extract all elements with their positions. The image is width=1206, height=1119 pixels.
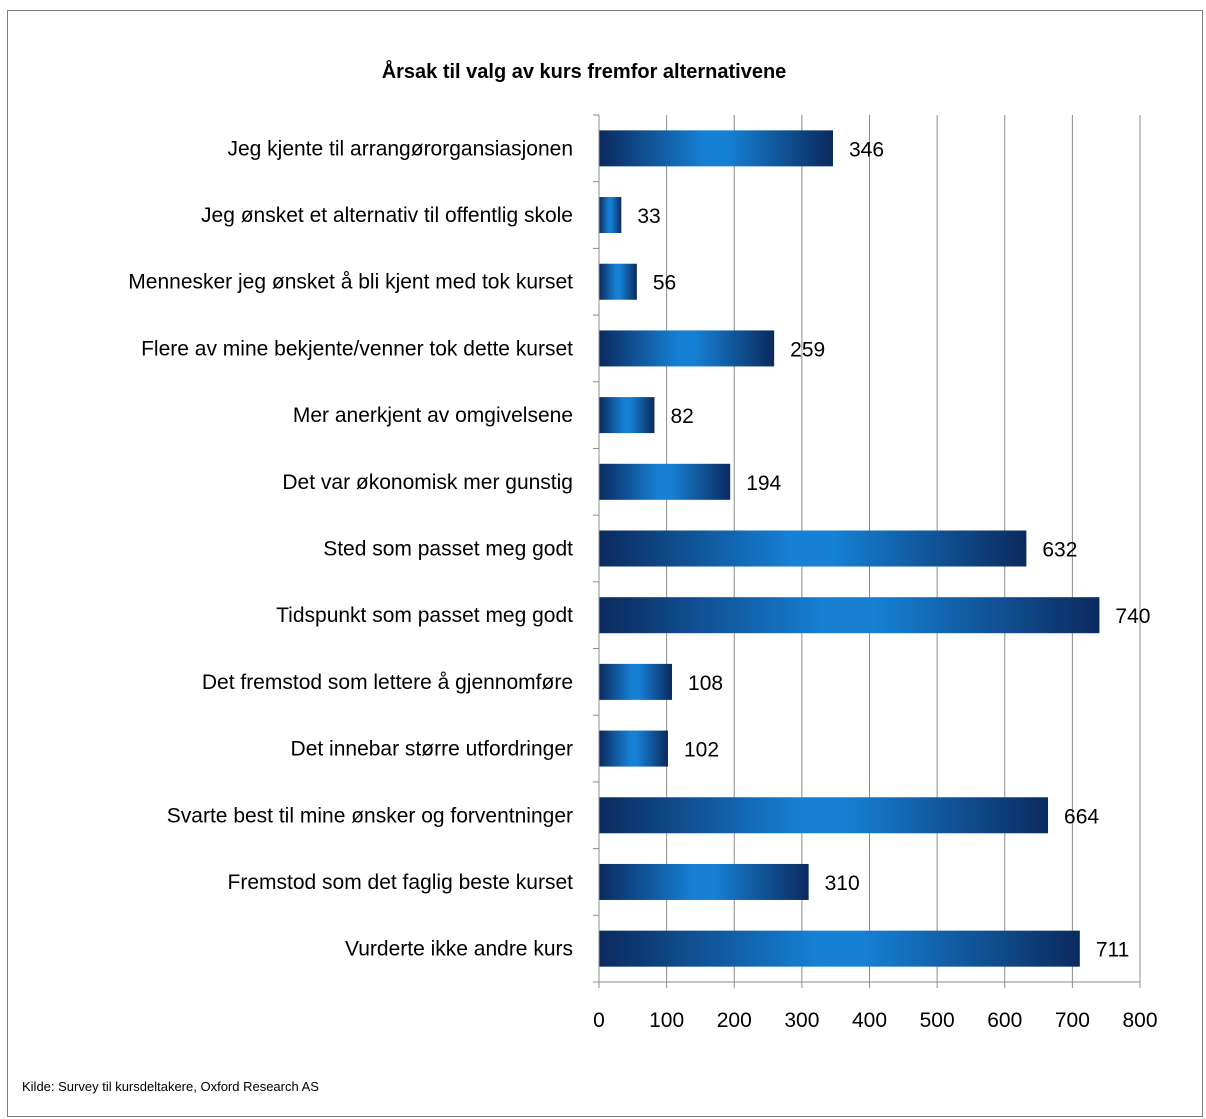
bar	[599, 263, 637, 300]
category-label: Fremstod som det faglig beste kurset	[228, 871, 574, 894]
x-tick-label: 800	[1122, 1009, 1157, 1032]
axes	[593, 114, 1141, 988]
bar	[599, 197, 622, 234]
labels: 0 100 200 300 400 500 600 700 800 Jeg kjente til …	[128, 137, 1157, 1032]
bars	[599, 130, 1100, 967]
category-label: Sted som passet meg godt	[323, 538, 573, 561]
category-label: Det var økonomisk mer gunstig	[282, 471, 573, 494]
category-label: Jeg kjente til arrangørorgansiasjonen	[227, 137, 573, 160]
data-label: 310	[825, 872, 860, 895]
data-label: 108	[688, 672, 723, 695]
data-label: 740	[1115, 605, 1150, 628]
category-label: Tidspunkt som passet meg godt	[276, 604, 573, 627]
chart-title: Årsak til valg av kurs fremfor alternati…	[382, 59, 787, 83]
data-label: 664	[1064, 805, 1099, 828]
data-label: 82	[670, 405, 693, 428]
x-tick-label: 600	[987, 1009, 1022, 1032]
x-tick-label: 0	[593, 1009, 605, 1032]
bar	[599, 397, 655, 434]
category-label: Det fremstod som lettere å gjennomføre	[202, 671, 573, 694]
data-label: 194	[746, 472, 781, 495]
x-tick-label: 200	[717, 1009, 752, 1032]
data-label: 33	[637, 205, 660, 228]
source-note: Kilde: Survey til kursdeltakere, Oxford …	[22, 1079, 319, 1094]
data-label: 259	[790, 338, 825, 361]
bar	[599, 663, 673, 700]
x-tick-label: 100	[649, 1009, 684, 1032]
bar	[599, 330, 775, 367]
bar	[599, 463, 731, 500]
category-label: Svarte best til mine ønsker og forventni…	[167, 804, 573, 827]
data-label: 346	[849, 138, 884, 161]
x-tick-label: 400	[852, 1009, 887, 1032]
bar	[599, 730, 668, 767]
x-tick-label: 500	[920, 1009, 955, 1032]
data-label: 56	[653, 272, 676, 295]
data-label: 102	[684, 739, 719, 762]
bar	[599, 130, 833, 167]
category-label: Det innebar større utfordringer	[291, 738, 573, 761]
bar	[599, 530, 1027, 567]
category-label: Jeg ønsket et alternativ til offentlig s…	[201, 204, 573, 227]
bar	[599, 863, 809, 900]
category-label: Flere av mine bekjente/venner tok dette …	[141, 337, 573, 360]
data-label: 632	[1042, 539, 1077, 562]
category-label: Mennesker jeg ønsket å bli kjent med tok…	[128, 271, 573, 294]
bar	[599, 930, 1080, 967]
category-label: Vurderte ikke andre kurs	[345, 938, 573, 961]
bar	[599, 597, 1100, 634]
x-tick-label: 300	[784, 1009, 819, 1032]
data-label: 711	[1096, 939, 1129, 962]
category-label: Mer anerkjent av omgivelsene	[293, 404, 573, 427]
bar	[599, 797, 1049, 834]
x-tick-label: 700	[1055, 1009, 1090, 1032]
